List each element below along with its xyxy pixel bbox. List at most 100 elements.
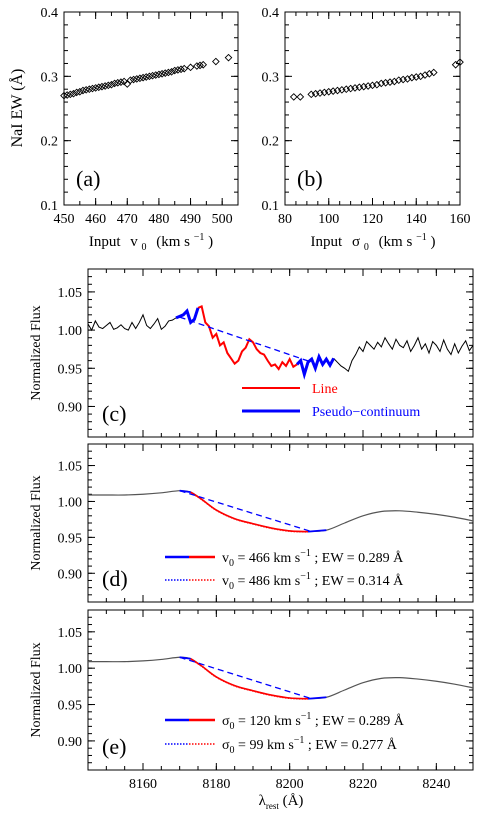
panel-e-xlabel-unit: (Å) <box>279 793 304 809</box>
line-region-series <box>197 305 298 371</box>
legend-text-2-sub: 0 <box>230 745 235 756</box>
panel-d-legend-2: v0 = 486 km s−1 ; EW = 0.314 Å <box>165 571 404 592</box>
data-point-diamond <box>98 82 106 91</box>
legend-text-2-sub: 0 <box>229 581 234 592</box>
model-spectrum <box>88 490 473 533</box>
spectrum-line <box>333 336 473 373</box>
y-tick-label: 0.2 <box>41 135 59 150</box>
y-tick-label: 0.95 <box>58 531 83 546</box>
data-point-diamond <box>88 84 97 93</box>
legend-text-2-exp: −1 <box>294 735 305 746</box>
panel-a: 450 460 470 480 490 500 0.1 0.2 0.3 0.4 (a) NaI E… <box>8 6 239 254</box>
legend-pseudo-label: Pseudo−continuum <box>312 405 420 420</box>
panel-a-label: (a) <box>76 166 100 191</box>
y-tick-label: 0.90 <box>58 735 83 750</box>
x-tick-label: 480 <box>148 212 169 227</box>
pseudo-continuum-model-right <box>307 696 327 700</box>
data-point-diamond <box>145 72 154 81</box>
data-point-diamond <box>425 69 434 78</box>
panel-b-xlabel-exp: −1 <box>416 232 427 243</box>
data-point-diamond <box>158 69 166 78</box>
data-point-diamond <box>224 53 233 62</box>
x-tick-label: 450 <box>54 212 75 227</box>
legend-text-1: v0 = 466 km s−1 ; EW = 0.289 Å <box>222 548 404 569</box>
data-point-diamond <box>94 83 103 92</box>
data-point-diamond <box>110 79 119 88</box>
panel-d-label: (d) <box>102 566 128 591</box>
legend-text-1-mid: = 120 km s <box>235 714 301 729</box>
y-tick-label: 1.00 <box>58 495 83 510</box>
data-point-diamond <box>63 91 72 99</box>
x-tick-label: 460 <box>85 212 106 227</box>
panel-e: 8160 8180 8200 8220 8240 0.90 0.95 1.00 1.05 (e)… <box>29 609 474 811</box>
data-point-diamond <box>104 81 113 90</box>
x-tick-label: 8200 <box>276 777 304 792</box>
panel-c-ylabel: Normalized Flux <box>29 305 44 400</box>
data-point-diamond <box>132 75 141 83</box>
legend-text-1-post: ; EW = 0.289 Å <box>311 550 404 566</box>
panel-c: 0.90 0.95 1.00 1.05 (c) Normalized Flux Lin… <box>29 268 474 438</box>
data-point-diamond <box>72 88 81 97</box>
data-point-diamond <box>296 93 305 101</box>
y-tick-label: 0.2 <box>262 135 280 150</box>
data-point-diamond <box>421 71 429 79</box>
y-tick-label: 0.3 <box>262 70 280 85</box>
panel-a-xlabel-main: Input <box>89 234 121 250</box>
panel-b-axes: 80 100 120 140 160 0.1 0.2 0.3 0.4 <box>262 6 471 227</box>
pseudo-continuum-fit-line <box>179 656 312 700</box>
y-tick-label: 0.1 <box>262 199 280 214</box>
y-tick-label: 0.4 <box>262 6 280 21</box>
data-point-diamond <box>60 91 68 100</box>
legend-text-2-mid: = 99 km s <box>235 738 294 753</box>
pseudo-continuum-fit-line <box>179 490 312 533</box>
data-point-diamond <box>151 71 160 79</box>
y-tick-label: 1.05 <box>58 460 83 475</box>
x-tick-label: 120 <box>362 212 383 227</box>
spectrum-line <box>88 313 177 332</box>
data-point-diamond <box>177 65 185 74</box>
y-tick-label: 1.05 <box>58 286 83 301</box>
x-tick-label: 8240 <box>422 777 450 792</box>
legend-text-2-pre: σ <box>222 738 230 753</box>
x-tick-label: 80 <box>278 212 292 227</box>
panel-e-label: (e) <box>102 734 126 759</box>
legend-text-1-mid: = 466 km s <box>234 551 300 566</box>
x-tick-label: 8180 <box>202 777 230 792</box>
panel-a-frame <box>63 11 239 206</box>
x-tick-label: 160 <box>450 212 471 227</box>
legend-text-1-exp: −1 <box>300 548 311 559</box>
panel-b-xlabel-sub: 0 <box>364 242 369 253</box>
panel-a-xlabel-unit: (km s <box>156 234 190 250</box>
pseudo-continuum-series <box>295 352 335 380</box>
data-point-diamond <box>289 93 298 101</box>
data-point-diamond <box>107 80 116 89</box>
legend-line-label: Line <box>312 382 338 397</box>
data-point-diamond <box>170 66 179 75</box>
x-tick-label: 500 <box>212 212 233 227</box>
data-point-diamond <box>451 60 460 69</box>
panel-d-axes: 0.90 0.95 1.00 1.05 <box>58 443 474 603</box>
x-tick-label: 100 <box>318 212 339 227</box>
panel-a-xlabel-symbol: v <box>130 234 138 250</box>
y-tick-label: 0.90 <box>58 567 83 582</box>
legend-text-2: v0 = 486 km s−1 ; EW = 0.314 Å <box>222 571 404 592</box>
data-point-diamond <box>212 57 220 66</box>
data-point-diamond <box>75 87 84 96</box>
y-tick-label: 0.95 <box>58 362 83 377</box>
legend-text-1-pre: v <box>222 551 229 566</box>
panel-b-xlabel-unit: (km s <box>379 234 413 250</box>
panel-a-xlabel-close: ) <box>208 234 213 250</box>
data-point-diamond <box>85 85 94 94</box>
panel-e-xlabel: λrest (Å) <box>259 793 304 811</box>
legend-text-1-pre: σ <box>222 714 230 729</box>
y-tick-label: 0.4 <box>41 6 59 21</box>
panel-c-label: (c) <box>102 401 126 426</box>
data-point-diamond <box>142 73 151 81</box>
data-point-diamond <box>390 77 399 86</box>
pseudo-continuum-model-right <box>307 529 327 533</box>
panel-a-xlabel-exp: −1 <box>194 232 205 243</box>
panel-a-xlabel: Input v 0 (km s −1 ) <box>89 228 213 254</box>
panel-b-xlabel-main: Input <box>311 234 343 250</box>
panel-e-legend-1: σ0 = 120 km s−1 ; EW = 0.289 Å <box>165 711 405 732</box>
